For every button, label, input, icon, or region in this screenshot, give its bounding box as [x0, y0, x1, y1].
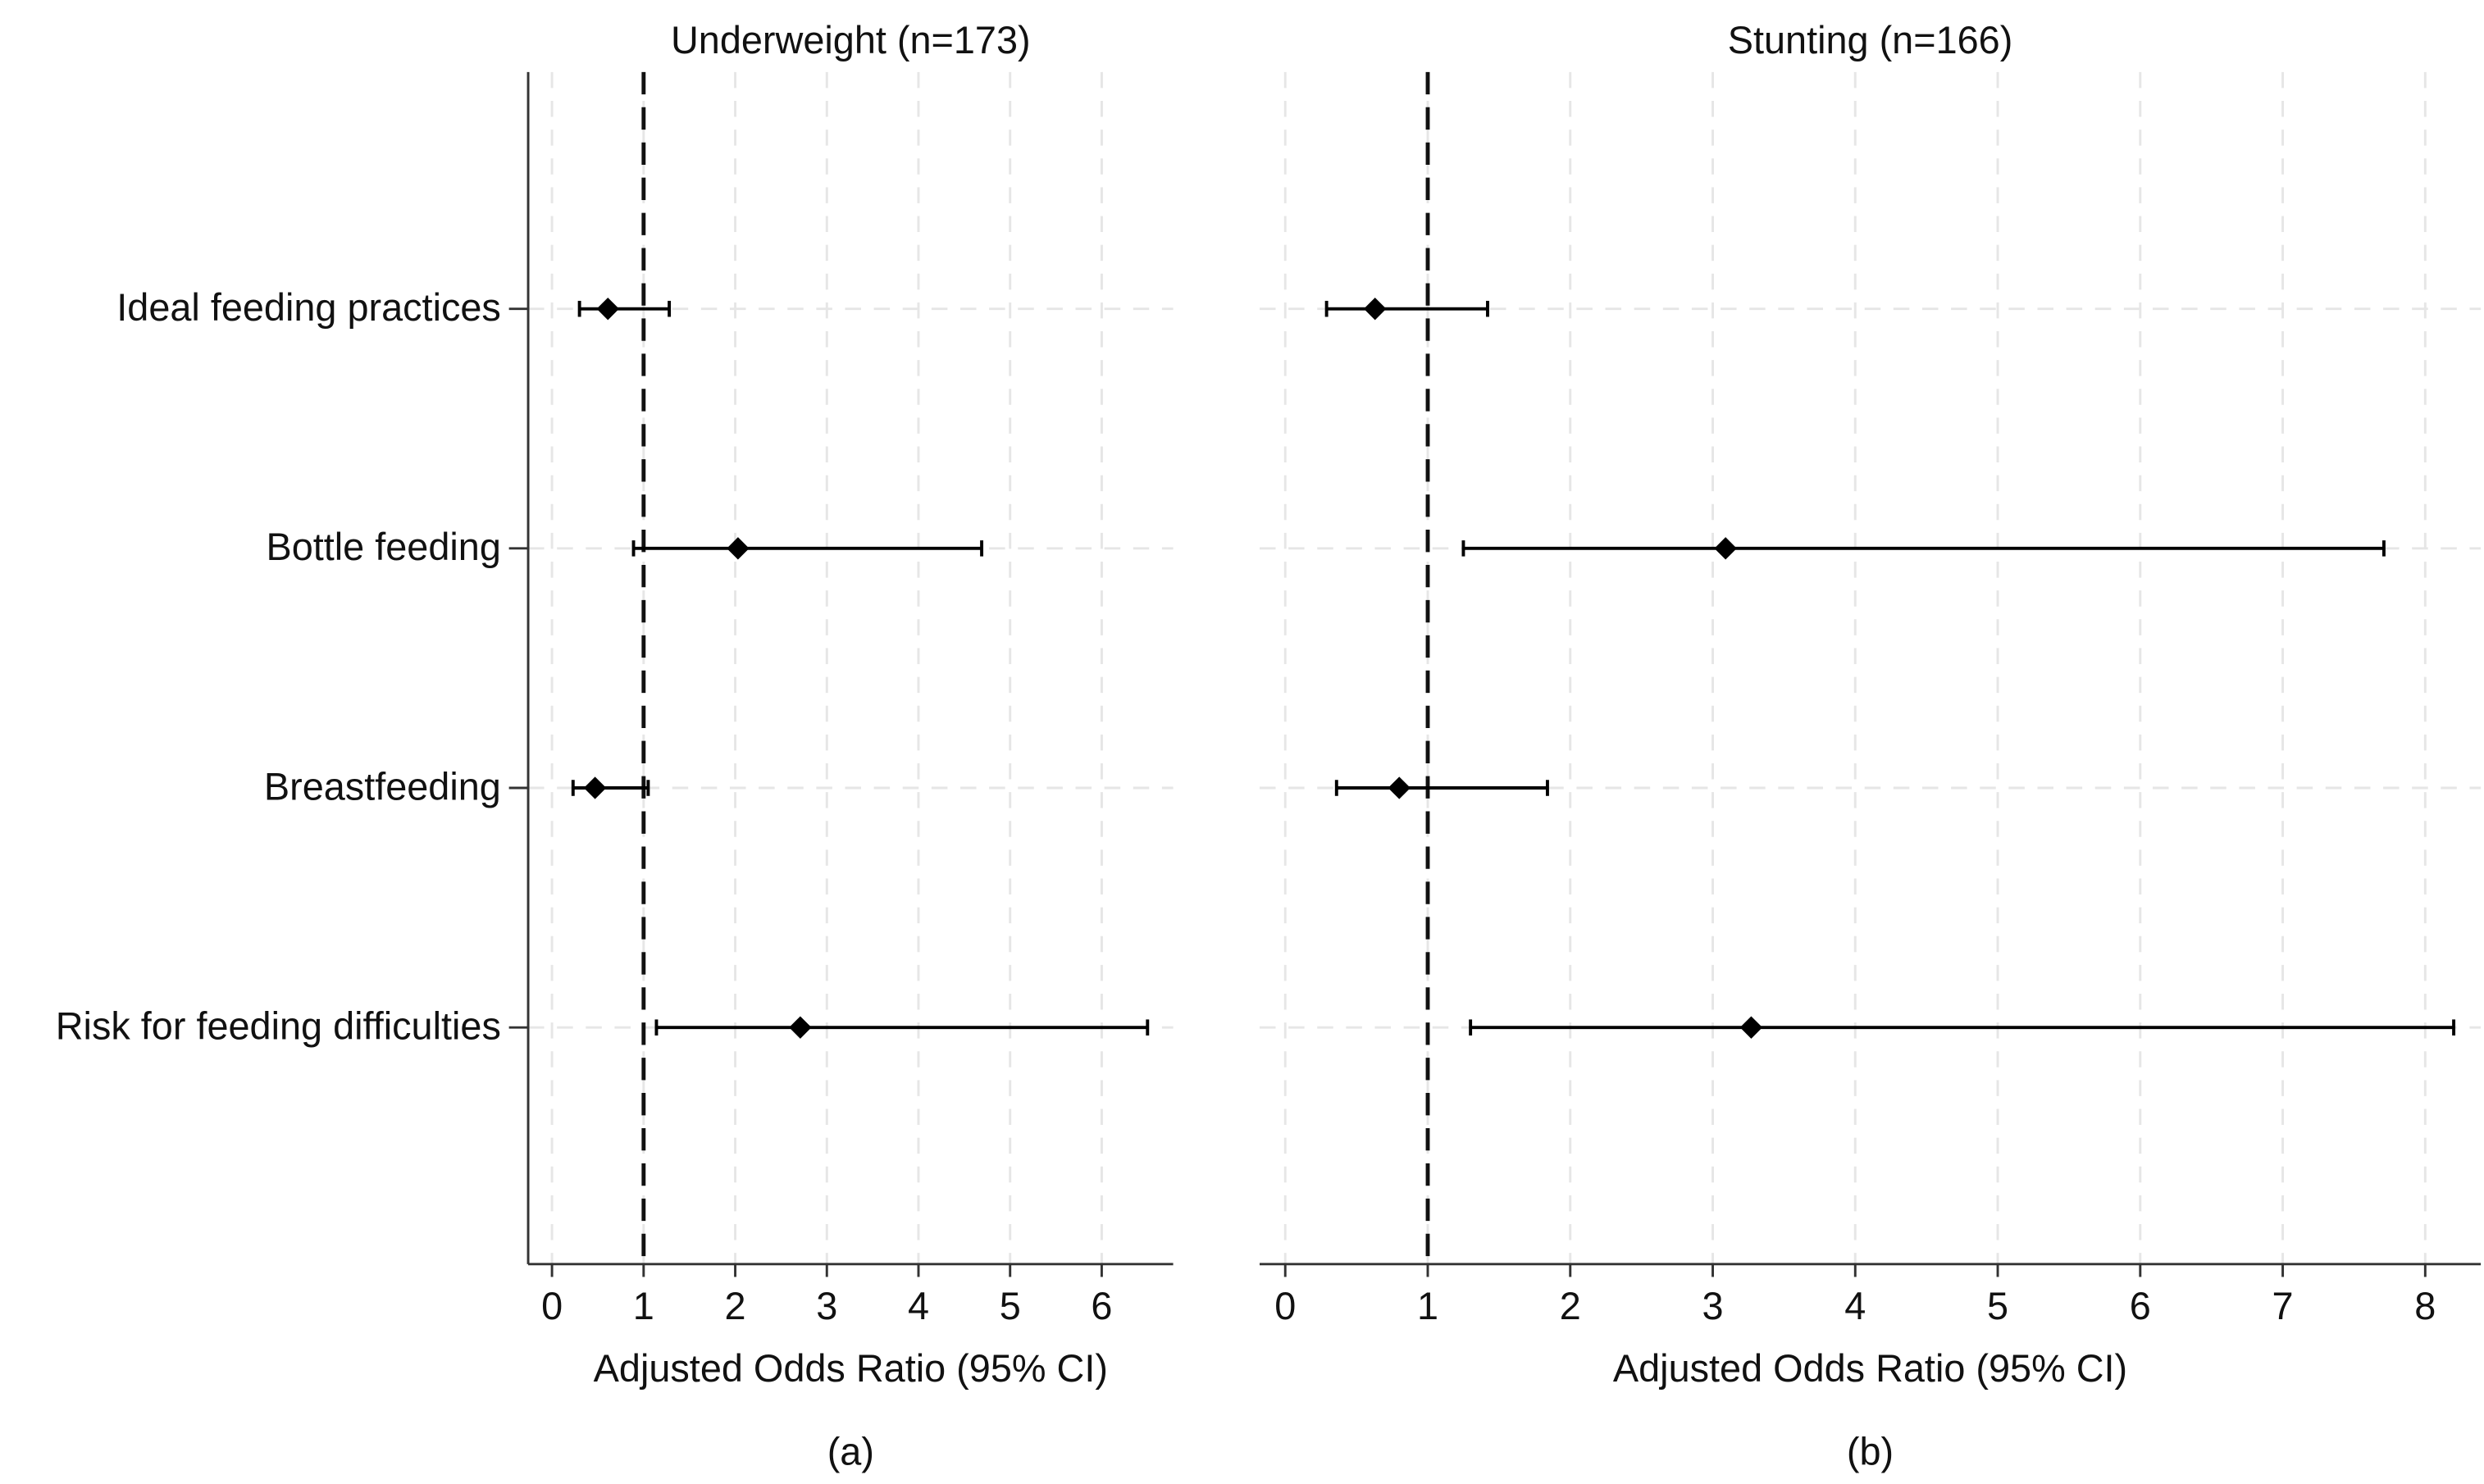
y-tick-label: Risk for feeding difficulties [56, 1005, 501, 1048]
chart-title: Underweight (n=173) [671, 19, 1031, 61]
x-tick-label: 3 [816, 1285, 837, 1327]
x-tick-label: 2 [1560, 1285, 1581, 1327]
estimate-point [789, 1016, 812, 1039]
x-tick-label: 0 [1274, 1285, 1296, 1327]
estimate-point [596, 298, 619, 321]
x-tick-label: 5 [1000, 1285, 1021, 1327]
x-axis-label: Adjusted Odds Ratio (95% CI) [594, 1347, 1108, 1390]
estimate-point [583, 776, 607, 799]
estimate-point [727, 537, 750, 560]
estimate-point [1714, 537, 1737, 560]
x-tick-label: 6 [1091, 1285, 1112, 1327]
x-tick-label: 6 [2130, 1285, 2151, 1327]
x-tick-label: 1 [1417, 1285, 1438, 1327]
estimate-point [1364, 298, 1387, 321]
x-axis-label: Adjusted Odds Ratio (95% CI) [1613, 1347, 2127, 1390]
y-tick-label: Bottle feeding [266, 526, 500, 568]
x-tick-label: 0 [541, 1285, 563, 1327]
x-tick-label: 8 [2414, 1285, 2436, 1327]
estimate-point [1388, 776, 1411, 799]
estimate-point [1739, 1016, 1763, 1039]
caption: (a) [827, 1430, 874, 1473]
x-tick-label: 4 [1844, 1285, 1866, 1327]
y-tick-label: Ideal feeding practices [116, 286, 501, 329]
y-tick-label: Breastfeeding [264, 765, 501, 808]
x-tick-label: 1 [633, 1285, 654, 1327]
x-tick-label: 5 [1987, 1285, 2008, 1327]
caption: (b) [1847, 1430, 1894, 1473]
x-tick-label: 3 [1702, 1285, 1724, 1327]
x-tick-label: 2 [725, 1285, 746, 1327]
x-tick-label: 4 [908, 1285, 929, 1327]
x-tick-label: 7 [2272, 1285, 2294, 1327]
chart-title: Stunting (n=166) [1728, 19, 2013, 61]
